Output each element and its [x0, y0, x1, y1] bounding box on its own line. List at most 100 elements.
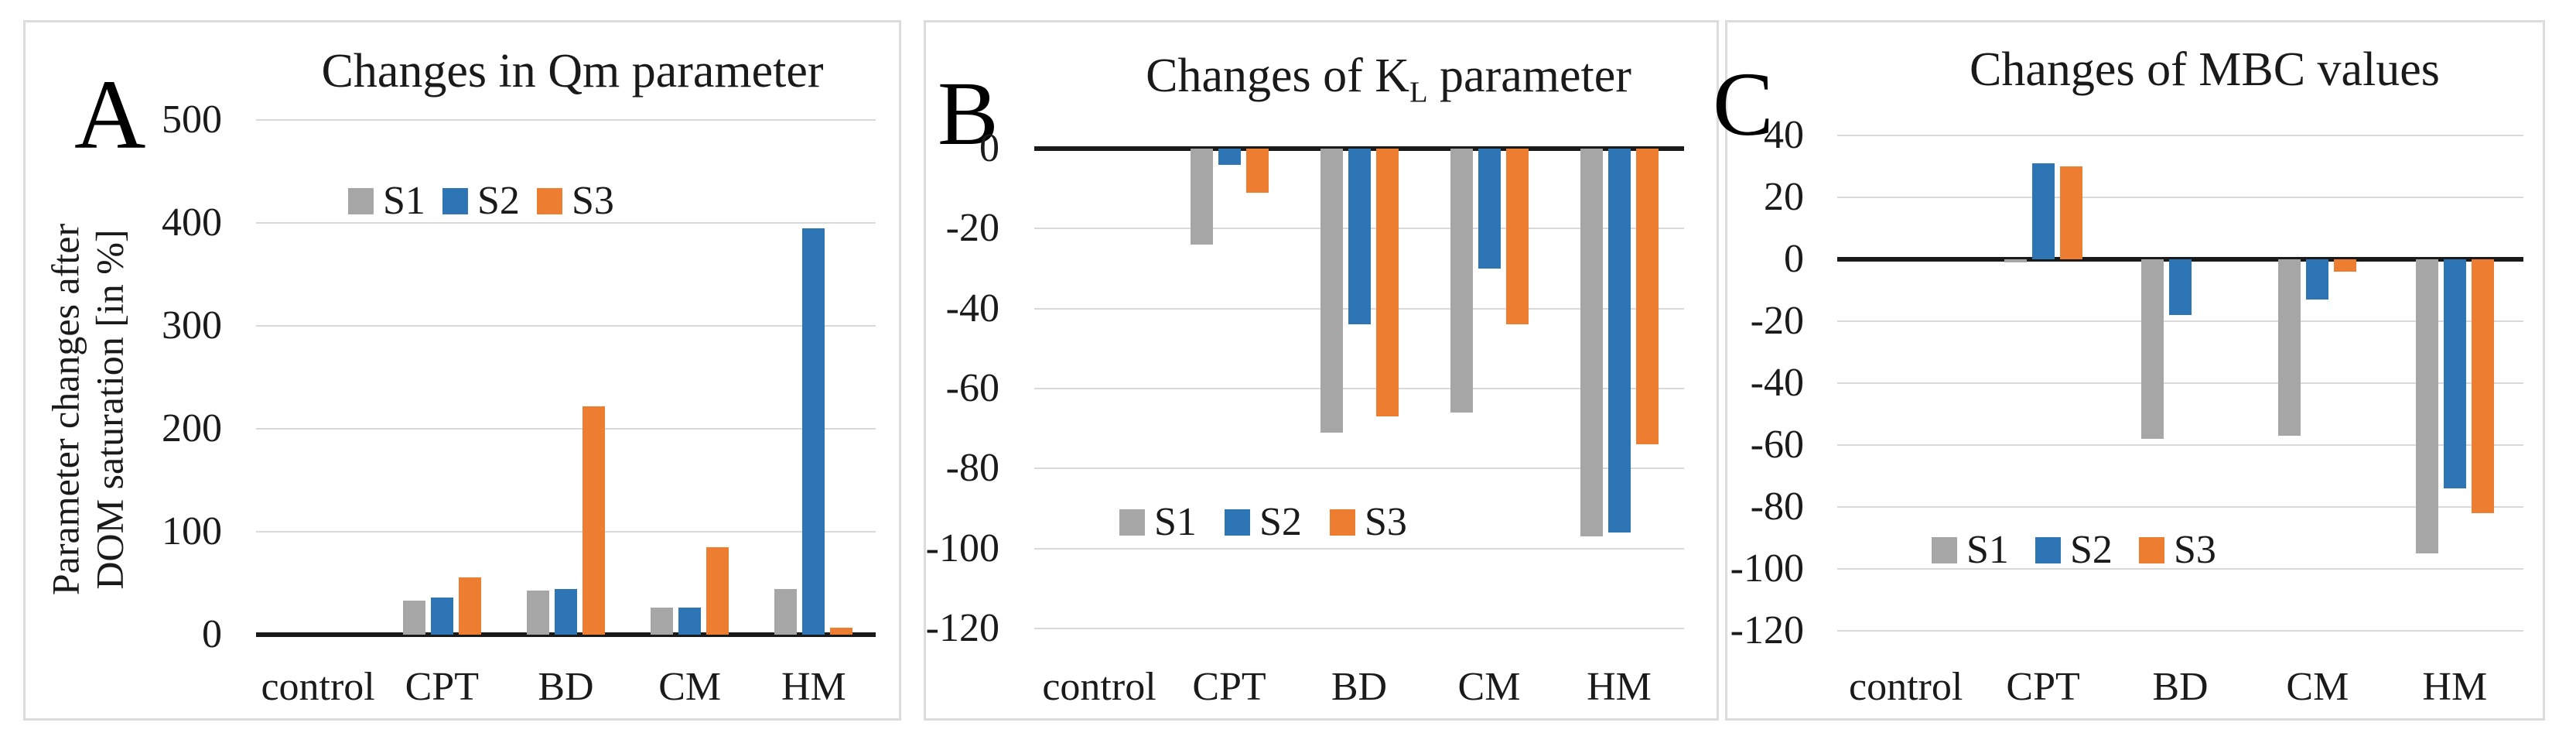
- bar-s3-HM: [1635, 149, 1659, 445]
- gridline-a-300: [256, 325, 876, 327]
- category-label-a-CM: CM: [658, 665, 722, 709]
- legend-swatch-s2-b: [1225, 509, 1250, 536]
- bar-s1-BD: [2141, 259, 2164, 439]
- category-label-a-BD: BD: [538, 665, 594, 709]
- legend-swatch-s3-c: [2139, 537, 2164, 563]
- category-label-b-HM: HM: [1587, 665, 1652, 709]
- bar-s2-CM: [1478, 149, 1501, 269]
- category-label-b-BD: BD: [1331, 665, 1388, 709]
- bar-s3-CPT: [2059, 166, 2082, 259]
- gridline-c--40: [1837, 382, 2523, 384]
- y-tick-label-c--100: -100: [1730, 546, 1804, 591]
- legend-label-s1-a: S1: [383, 179, 425, 223]
- bar-s3-BD: [583, 406, 605, 635]
- legend-swatch-s3-b: [1330, 509, 1355, 536]
- category-label-b-CM: CM: [1457, 665, 1521, 709]
- legend-swatch-s2-c: [2035, 537, 2061, 563]
- legend-label-s2-b: S2: [1259, 500, 1302, 544]
- legend-swatch-s1-b: [1119, 509, 1145, 536]
- gridline-c--60: [1837, 444, 2523, 446]
- y-tick-label-c--60: -60: [1750, 423, 1804, 467]
- gridline-c-40: [1837, 135, 2523, 136]
- bar-s3-CPT: [1245, 149, 1269, 193]
- bar-s1-HM: [1580, 149, 1603, 537]
- bar-s2-BD: [1348, 149, 1371, 325]
- y-tick-label-b--20: -20: [945, 206, 999, 251]
- y-tick-label-a-100: 100: [162, 509, 222, 553]
- bar-s1-HM: [774, 589, 798, 635]
- y-tick-label-c--80: -80: [1750, 485, 1804, 529]
- chart-title-b-post: parameter: [1427, 50, 1631, 102]
- bar-s1-CPT: [1190, 149, 1213, 245]
- gridline-a-500: [256, 119, 876, 121]
- gridline-b--100: [1034, 547, 1684, 550]
- y-tick-label-c-20: 20: [1764, 175, 1804, 219]
- bar-s2-HM: [1607, 149, 1631, 533]
- category-label-c-CM: CM: [2286, 665, 2349, 709]
- panel-c-background: [1725, 20, 2545, 721]
- y-tick-label-c--40: -40: [1750, 361, 1804, 405]
- bar-s1-CPT: [402, 601, 425, 635]
- y-tick-label-c--20: -20: [1750, 299, 1804, 343]
- chart-title-c: Changes of MBC values: [1741, 43, 2576, 96]
- chart-title-b-pre: Changes of K: [1146, 50, 1410, 102]
- bar-s1-CPT: [2004, 259, 2027, 262]
- bar-s3-CPT: [458, 577, 481, 635]
- y-tick-label-a-200: 200: [162, 406, 222, 450]
- chart-title-b-sub: L: [1409, 76, 1428, 109]
- bar-s2-CM: [2306, 259, 2329, 300]
- gridline-a-400: [256, 222, 876, 224]
- zero-axis-a: [256, 632, 876, 637]
- category-label-c-HM: HM: [2422, 665, 2488, 709]
- bar-s3-CM: [1505, 149, 1529, 325]
- bar-s1-CM: [651, 608, 674, 635]
- legend-label-s2-c: S2: [2070, 528, 2113, 572]
- gridline-c--80: [1837, 506, 2523, 508]
- gridline-b--80: [1034, 467, 1684, 470]
- y-tick-label-a-500: 500: [162, 98, 222, 142]
- category-label-b-CPT: CPT: [1192, 665, 1266, 709]
- legend-label-s1-b: S1: [1154, 500, 1197, 544]
- y-tick-label-c--120: -120: [1730, 608, 1804, 652]
- chart-title-b: Changes of KL parameter: [924, 50, 1853, 108]
- legend-label-s1-c: S1: [1966, 528, 2009, 572]
- bar-s1-BD: [527, 590, 549, 635]
- bar-s3-BD: [1375, 149, 1399, 417]
- y-tick-label-b--40: -40: [945, 286, 999, 330]
- category-label-c-BD: BD: [2152, 665, 2209, 709]
- legend-label-s2-a: S2: [477, 179, 520, 223]
- y-tick-label-a-400: 400: [162, 200, 222, 245]
- bar-s1-CM: [1450, 149, 1473, 413]
- category-label-c-control: control: [1849, 665, 1963, 709]
- chart-title-c-pre: Changes of MBC values: [1970, 43, 2440, 96]
- bar-s2-BD: [555, 589, 577, 635]
- legend-swatch-s1-c: [1932, 537, 1957, 563]
- bar-s2-BD: [2169, 259, 2192, 315]
- y-tick-label-b-0: 0: [979, 126, 999, 170]
- panel-label-b: B: [938, 63, 999, 164]
- chart-title-a: Changes in Qm parameter: [108, 45, 1037, 98]
- y-tick-label-c-0: 0: [1784, 237, 1804, 281]
- category-label-c-CPT: CPT: [2006, 665, 2080, 709]
- bar-s2-CPT: [1218, 149, 1241, 165]
- bar-s2-HM: [2443, 259, 2466, 488]
- gridline-a-200: [256, 428, 876, 430]
- legend-swatch-s3-a: [537, 188, 562, 214]
- legend-label-s3-b: S3: [1365, 500, 1407, 544]
- y-tick-label-b--120: -120: [925, 606, 999, 651]
- legend-swatch-s2-a: [442, 188, 468, 214]
- gridline-b--120: [1034, 628, 1684, 630]
- y-tick-label-b--60: -60: [945, 366, 999, 411]
- legend-label-s3-c: S3: [2174, 528, 2216, 572]
- bar-s3-CM: [706, 546, 729, 635]
- category-label-a-control: control: [261, 665, 375, 709]
- category-label-a-CPT: CPT: [405, 665, 479, 709]
- bar-s2-HM: [802, 228, 825, 635]
- bar-s1-HM: [2415, 259, 2438, 553]
- bar-s3-HM: [830, 627, 853, 635]
- gridline-c--100: [1837, 568, 2523, 570]
- bar-s3-CM: [2334, 259, 2357, 272]
- legend-label-s3-a: S3: [572, 179, 614, 223]
- gridline-b--60: [1034, 388, 1684, 390]
